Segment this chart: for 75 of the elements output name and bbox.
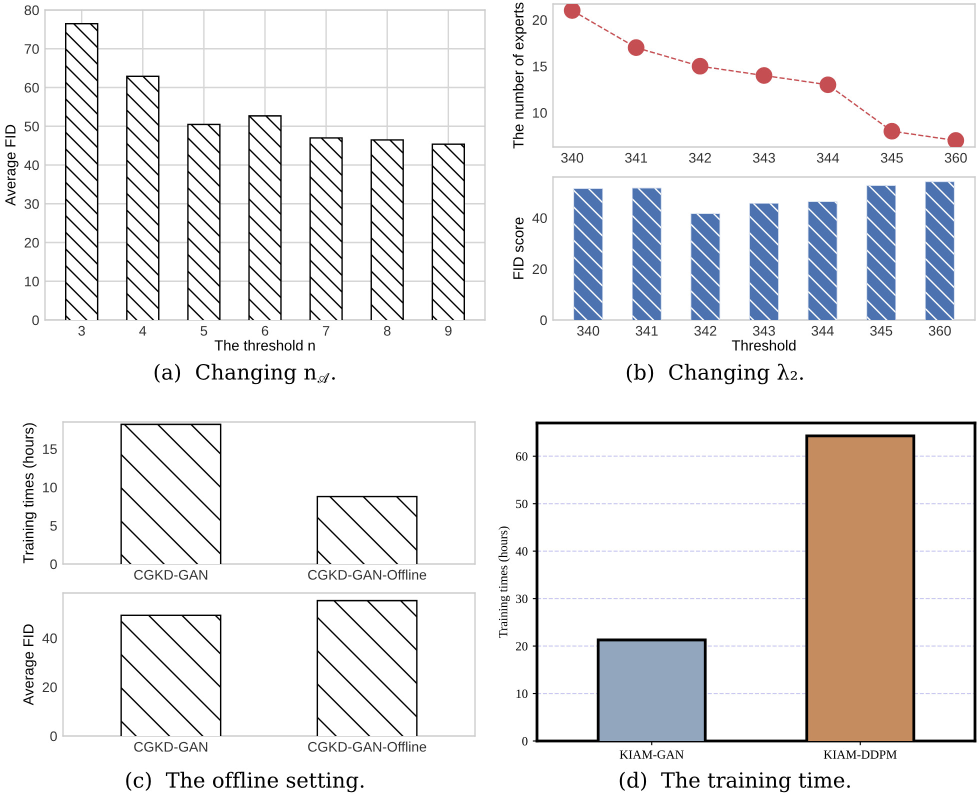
y-tick-label: 70 xyxy=(24,44,39,54)
x-tick-label: CGKD-GAN-Offline xyxy=(308,570,426,580)
text: (b) Changing λ₂. xyxy=(626,364,803,384)
y-tick-label: 5 xyxy=(50,521,57,531)
y-tick-label: 40 xyxy=(516,547,528,556)
y-tick-label: 10 xyxy=(533,108,547,118)
y-tick-label: 40 xyxy=(532,213,547,224)
x-tick-label: 360 xyxy=(944,152,967,163)
x-tick-label: 342 xyxy=(694,326,716,336)
point xyxy=(564,4,581,19)
text: (c) The offline setting. xyxy=(126,772,364,792)
x-tick-label: 9 xyxy=(445,326,452,336)
x-tick-label: 343 xyxy=(752,152,775,163)
text: (d) The training time. xyxy=(620,772,850,792)
y-tick-label: 20 xyxy=(532,264,547,274)
point xyxy=(628,39,644,56)
y-tick-label: 40 xyxy=(42,633,57,644)
point xyxy=(756,67,772,84)
x-tick-label: 8 xyxy=(384,326,390,336)
x-tick-label: CGKD-GAN xyxy=(134,742,208,752)
x-tick-label: 345 xyxy=(870,326,892,336)
y-tick-label: 40 xyxy=(24,160,39,170)
x-tick-label: CGKD-GAN-Offline xyxy=(308,742,426,752)
x-axis-title: Threshold xyxy=(732,340,796,351)
y-tick-label: 15 xyxy=(43,444,57,454)
x-tick-label: CGKD-GAN xyxy=(134,570,208,580)
x-tick-label: 360 xyxy=(928,326,951,336)
x-tick-label: 7 xyxy=(322,326,330,336)
y-tick-label: 15 xyxy=(533,62,547,72)
y-tick-label: 20 xyxy=(532,15,547,25)
y-tick-label: 0 xyxy=(522,737,528,746)
x-tick-label: 4 xyxy=(139,326,146,336)
point xyxy=(820,76,836,94)
x-tick-label: 341 xyxy=(625,152,648,163)
x-tick-label: 341 xyxy=(636,326,658,336)
y-axis-title: Training times (hours) xyxy=(498,526,510,638)
y-tick-label: 50 xyxy=(516,500,528,508)
y-tick-label: 0 xyxy=(32,315,39,326)
y-tick-label: 60 xyxy=(24,82,39,93)
point xyxy=(692,58,708,75)
y-axis-title: Training times (hours) xyxy=(22,423,36,564)
x-tick-label: KIAM-GAN xyxy=(620,750,684,759)
y-tick-label: 60 xyxy=(516,452,528,461)
y-tick-label: 20 xyxy=(42,682,57,692)
x-tick-label: 3 xyxy=(78,326,85,336)
point xyxy=(947,132,964,147)
y-tick-label: 10 xyxy=(25,276,39,286)
x-tick-label: 6 xyxy=(262,326,268,336)
y-axis-title: FID score xyxy=(513,218,524,279)
x-tick-label: KIAM-DDPM xyxy=(824,750,897,759)
y-tick-label: 30 xyxy=(516,594,528,604)
y-tick-label: 80 xyxy=(24,5,39,16)
y-tick-label: 10 xyxy=(43,482,57,492)
y-tick-label: 0 xyxy=(50,559,57,570)
x-tick-label: 344 xyxy=(812,326,834,336)
y-axis-title: Average FID xyxy=(5,124,18,206)
y-axis-title: Average FID xyxy=(23,624,36,706)
x-tick-label: 344 xyxy=(816,152,840,163)
text: (a) Changing n$_{𝒜}$. xyxy=(154,364,335,384)
x-tick-label: 5 xyxy=(200,326,208,336)
y-tick-label: 20 xyxy=(24,238,39,248)
x-tick-label: 342 xyxy=(689,152,711,163)
point xyxy=(884,122,900,140)
y-tick-label: 0 xyxy=(50,731,57,742)
y-tick-label: 20 xyxy=(516,642,528,651)
x-axis-title: The threshold n xyxy=(214,340,315,351)
x-tick-label: 343 xyxy=(752,326,775,336)
x-tick-label: 340 xyxy=(561,152,584,163)
y-tick-label: 0 xyxy=(540,315,547,326)
x-tick-label: 345 xyxy=(880,152,903,163)
y-tick-label: 10 xyxy=(516,690,528,698)
y-axis-title: The number of experts xyxy=(512,2,526,149)
x-tick-label: 340 xyxy=(577,326,600,336)
y-tick-label: 30 xyxy=(24,199,39,209)
y-tick-label: 50 xyxy=(24,122,39,132)
